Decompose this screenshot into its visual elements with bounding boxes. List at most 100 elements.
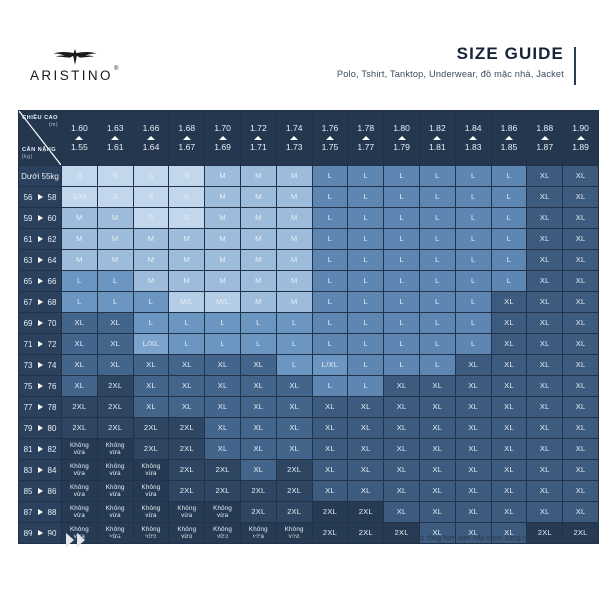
- size-cell: L: [312, 376, 348, 396]
- size-cell: L: [276, 334, 312, 354]
- size-cell: XL: [419, 376, 455, 396]
- size-cell: L: [62, 292, 97, 312]
- weight-from: 83: [23, 465, 33, 475]
- arrow-right-icon: [37, 404, 43, 411]
- size-cell: XL: [276, 439, 312, 459]
- size-cell: XL: [312, 460, 348, 480]
- size-cell: L: [62, 271, 97, 291]
- size-cell: M: [62, 229, 97, 249]
- size-cell: XL: [563, 313, 598, 333]
- height-lower: 1.81: [429, 142, 446, 152]
- size-cell: M: [240, 208, 276, 228]
- size-cell: M: [240, 250, 276, 270]
- size-cell: XL: [133, 355, 169, 375]
- size-cell: M: [276, 208, 312, 228]
- size-cell: XL: [563, 460, 598, 480]
- weight-row-header: 77 78: [19, 397, 61, 417]
- size-cell: L: [455, 313, 491, 333]
- size-cell: XL: [563, 166, 598, 186]
- size-cell: XL: [240, 376, 276, 396]
- size-cell: XL: [527, 334, 563, 354]
- size-cell: L: [348, 355, 384, 375]
- weight-to: 76: [47, 381, 57, 391]
- weight-to: 88: [47, 507, 57, 517]
- height-column-header: 1.72 1.71: [240, 111, 276, 165]
- size-cell: XL: [205, 397, 240, 417]
- size-cell: S: [97, 166, 133, 186]
- size-cell: XL: [133, 376, 169, 396]
- height-lower: 1.83: [464, 142, 482, 152]
- size-cell: XL: [205, 355, 240, 375]
- size-cell: M: [97, 208, 133, 228]
- size-cell: L: [491, 187, 527, 207]
- size-cell: L: [384, 208, 419, 228]
- triangle-up-icon: [75, 136, 84, 140]
- weight-row-header: 83 84: [19, 460, 61, 480]
- size-cell: L: [455, 187, 491, 207]
- size-cell: XL: [491, 502, 527, 522]
- size-cell: L: [312, 292, 348, 312]
- weight-to: 70: [47, 318, 57, 328]
- table-row: 59 60 M M S S M M M L L L L L L XL XL: [19, 208, 598, 228]
- winged-emblem-icon: [52, 48, 98, 66]
- arrow-right-icon: [37, 320, 43, 327]
- size-cell: L: [240, 313, 276, 333]
- arrow-right-icon: [37, 236, 43, 243]
- size-cell: L: [419, 229, 455, 249]
- triangle-up-icon: [576, 136, 585, 140]
- weight-to: 74: [47, 360, 57, 370]
- height-upper: 1.76: [321, 123, 339, 133]
- height-lower: 1.79: [393, 142, 410, 152]
- size-cell: XL: [491, 481, 527, 501]
- size-cell: XL: [491, 376, 527, 396]
- size-cell: L: [384, 292, 419, 312]
- weight-from: 65: [23, 276, 33, 286]
- size-cell: M: [169, 250, 205, 270]
- weight-from: 67: [23, 297, 33, 307]
- size-cell: 2XL: [97, 397, 133, 417]
- weight-from: 59: [23, 213, 33, 223]
- size-cell: XL: [384, 397, 419, 417]
- size-cell: L: [240, 334, 276, 354]
- size-cell: L: [384, 166, 419, 186]
- size-cell: L: [419, 271, 455, 291]
- weight-to: 60: [47, 213, 57, 223]
- size-cell: XL: [62, 334, 97, 354]
- size-cell: L: [455, 250, 491, 270]
- size-cell: M/L: [169, 292, 205, 312]
- size-cell: M: [133, 250, 169, 270]
- size-cell: M: [205, 271, 240, 291]
- size-cell: 2XL: [276, 460, 312, 480]
- size-cell: XL: [527, 187, 563, 207]
- table-row: 81 82 Không vừa Không vừa 2XL 2XL XL XL XL XL XL XL XL…: [19, 439, 598, 459]
- arrow-right-icon: [37, 467, 43, 474]
- arrow-right-icon: [37, 362, 43, 369]
- height-upper: 1.86: [500, 123, 518, 133]
- size-cell: M: [205, 187, 240, 207]
- table-row: 71 72 XL XL L/XL L L L L L L L L L XL XL XL: [19, 334, 598, 354]
- weight-from: 61: [23, 234, 33, 244]
- height-column-header: 1.78 1.77: [348, 111, 384, 165]
- height-lower: 1.89: [572, 142, 589, 152]
- size-cell: L: [312, 271, 348, 291]
- height-column-header: 1.63 1.61: [97, 111, 133, 165]
- table-row: 79 80 2XL 2XL 2XL 2XL XL XL XL XL XL XL XL XL XL XL XL: [19, 418, 598, 438]
- size-cell: 2XL: [312, 502, 348, 522]
- height-upper: 1.80: [393, 123, 410, 133]
- size-cell: 2XL: [133, 439, 169, 459]
- height-lower: 1.77: [357, 142, 375, 152]
- weight-row-header: 56 58: [19, 187, 61, 207]
- weight-to: 72: [47, 339, 57, 349]
- size-cell: L: [205, 313, 240, 333]
- size-cell: XL: [491, 334, 527, 354]
- size-cell: M: [240, 271, 276, 291]
- size-cell: M: [133, 229, 169, 249]
- table-row: 67 68 L L L M/L M/L M M L L L L L XL XL XL: [19, 292, 598, 312]
- size-cell: S: [169, 187, 205, 207]
- size-cell: L: [348, 229, 384, 249]
